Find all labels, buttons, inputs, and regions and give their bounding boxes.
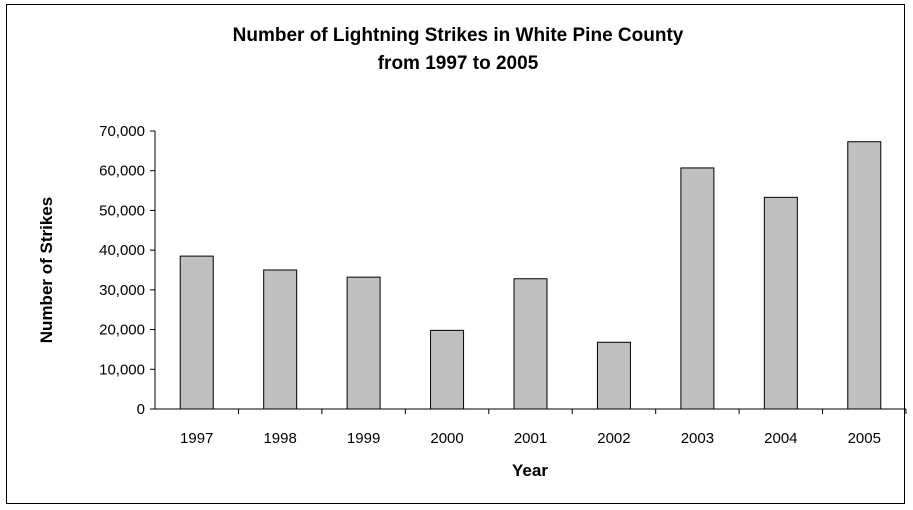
x-tick-label-2004: 2004 [764, 430, 797, 447]
x-tick-label-1999: 1999 [347, 430, 380, 447]
bar-2000 [430, 329, 465, 410]
x-tick-label-2003: 2003 [681, 430, 714, 447]
bar-2005 [847, 141, 882, 410]
bar-1999 [346, 276, 381, 410]
chart-subtitle: from 1997 to 2005 [378, 53, 539, 74]
y-tick-label: 0 [137, 401, 145, 418]
bar-2001 [513, 278, 548, 410]
x-tick-label-2001: 2001 [514, 430, 547, 447]
y-axis-ticks: 0 10,000 20,000 30,000 40,000 50,000 60,000 70,… [99, 123, 155, 418]
bar-1998 [263, 269, 298, 410]
y-tick-label: 10,000 [99, 361, 145, 378]
x-tick-label-2000: 2000 [430, 430, 463, 447]
bars [179, 141, 882, 410]
y-tick-label: 30,000 [99, 282, 145, 299]
bar-1997 [179, 255, 214, 410]
x-tick-label-2002: 2002 [597, 430, 630, 447]
bar-2003 [680, 167, 715, 410]
y-axis-title: Number of Strikes [37, 197, 56, 343]
x-axis-title: Year [512, 461, 548, 480]
bar-2004 [763, 196, 798, 410]
y-tick-label: 40,000 [99, 242, 145, 259]
x-axis-ticks: 1997 1998 1999 2000 2001 2002 2003 2004 2005 [180, 409, 907, 447]
bar-2002 [596, 341, 631, 410]
y-tick-label: 60,000 [99, 163, 145, 180]
y-tick-label: 20,000 [99, 322, 145, 339]
chart-title: Number of Lightning Strikes in White Pin… [233, 25, 684, 46]
x-tick-label-1998: 1998 [263, 430, 296, 447]
x-tick-label-1997: 1997 [180, 430, 213, 447]
y-tick-label: 70,000 [99, 123, 145, 140]
x-tick-label-2005: 2005 [848, 430, 881, 447]
y-tick-label: 50,000 [99, 202, 145, 219]
chart-frame [6, 4, 905, 504]
